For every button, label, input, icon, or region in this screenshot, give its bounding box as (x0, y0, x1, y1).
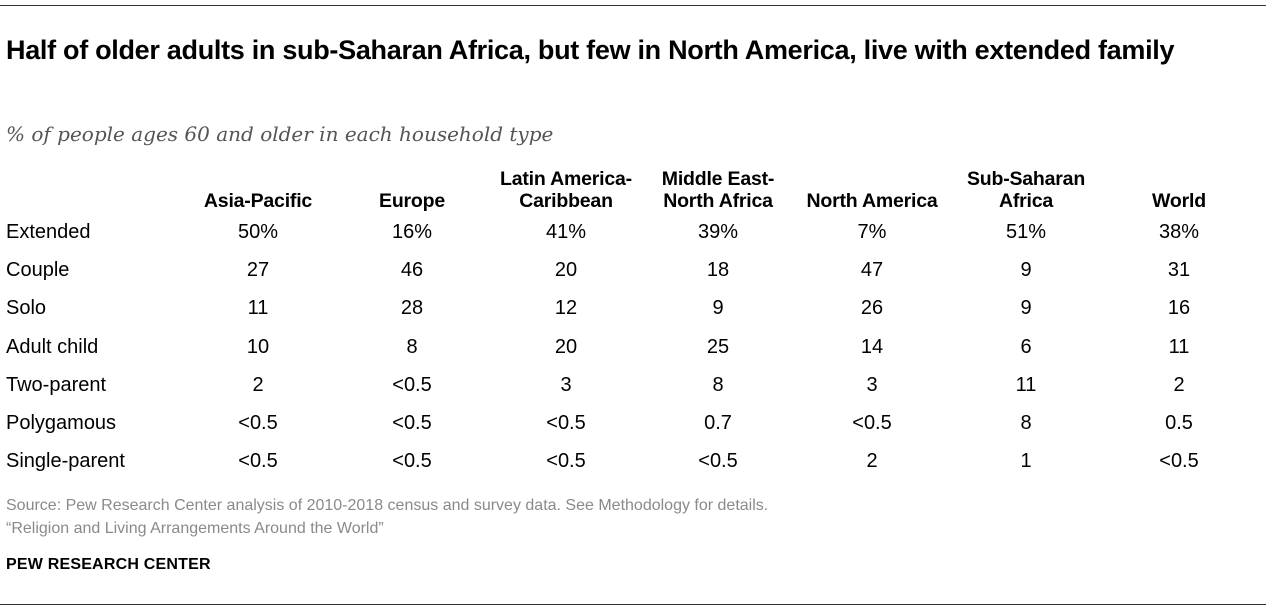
bottom-rule (0, 604, 1266, 605)
table-cell: 2 (252, 373, 264, 396)
table-cell: 39% (697, 221, 739, 243)
source-line-1: Source: Pew Research Center analysis of … (6, 497, 769, 514)
column-header-line: Africa (998, 190, 1054, 212)
column-header-line: Latin America- (500, 168, 632, 190)
table-cell: 11 (1015, 373, 1037, 396)
source-line-2: “Religion and Living Arrangements Around… (6, 520, 384, 537)
source-note: Source: Pew Research Center analysis of … (6, 494, 768, 540)
column-header: Latin America- Caribbean (500, 168, 632, 212)
table-cell: <0.5 (546, 450, 586, 473)
table-cell: 16% (391, 221, 433, 243)
table-row: Two-parent 2 <0.5 3 8 3 11 2 (0, 366, 1266, 404)
column-header-line: Sub-Saharan (966, 168, 1086, 190)
table-cell: <0.5 (392, 412, 432, 434)
table-cell: 0.5 (1165, 412, 1193, 434)
table-cell: 9 (1020, 297, 1032, 320)
table-cell: 16 (1167, 297, 1191, 320)
table-cell: 2 (866, 450, 878, 473)
table-cell: <0.5 (392, 373, 432, 396)
column-header-line: Middle East- (661, 168, 775, 190)
table-cell: 1 (1020, 450, 1032, 473)
table-cell: 51% (1005, 221, 1047, 243)
table-cell: <0.5 (852, 412, 892, 434)
table-cell: <0.5 (392, 450, 432, 473)
table-cell: <0.5 (238, 450, 278, 473)
table-row: Couple 27 46 20 18 47 9 31 (0, 251, 1266, 289)
table-cell: 27 (246, 259, 270, 282)
table-cell: 31 (1167, 259, 1191, 282)
row-label: Extended (6, 221, 91, 243)
column-header-line: Caribbean (519, 190, 613, 212)
table-cell: 9 (1020, 259, 1032, 282)
row-label: Two-parent (6, 373, 107, 396)
table-row: Single-parent <0.5 <0.5 <0.5 <0.5 2 1 <0.5 (0, 442, 1266, 480)
table-cell: 38% (1158, 221, 1200, 243)
table-cell: 3 (560, 373, 572, 396)
table-cell: 0.7 (704, 412, 732, 434)
table-cell: 12 (554, 297, 578, 320)
table-cell: 25 (706, 335, 730, 358)
table-cell: 3 (866, 373, 878, 396)
table-cell: <0.5 (238, 412, 278, 434)
column-header-line: Asia-Pacific (203, 190, 313, 212)
table-cell: 50% (237, 221, 279, 243)
table-cell: 9 (712, 297, 724, 320)
table-cell: 46 (400, 259, 424, 282)
table-cell: 8 (1020, 412, 1032, 434)
table-cell: 18 (706, 259, 730, 282)
column-header: World (1152, 168, 1206, 212)
column-header-line: Europe (379, 190, 445, 212)
column-header-line: North Africa (663, 190, 773, 212)
chart-title: Half of older adults in sub-Saharan Afri… (6, 35, 1175, 65)
brand-label: PEW RESEARCH CENTER (6, 556, 211, 573)
table-cell: 6 (1020, 335, 1032, 358)
column-header: North America (806, 168, 937, 212)
table-cell: <0.5 (698, 450, 738, 473)
table-row: Polygamous <0.5 <0.5 <0.5 0.7 <0.5 8 0.5 (0, 404, 1266, 442)
row-label: Single-parent (6, 450, 125, 473)
table-row: Adult child 10 8 20 25 14 6 11 (0, 328, 1266, 366)
table-cell: 11 (247, 297, 269, 320)
column-header-line: World (1152, 190, 1206, 212)
table-cell: 11 (1168, 335, 1190, 358)
table-cell: 8 (712, 373, 724, 396)
column-header: Sub-Saharan Africa (967, 168, 1085, 212)
table-cell: 28 (400, 297, 424, 320)
table-cell: <0.5 (546, 412, 586, 434)
column-header: Asia-Pacific (204, 168, 312, 212)
column-header: Middle East- North Africa (661, 168, 775, 212)
table-row: Extended 50% 16% 41% 39% 7% 51% 38% (0, 213, 1266, 251)
table-cell: 26 (860, 297, 884, 320)
table-cell: <0.5 (1159, 450, 1199, 473)
table-row: Solo 11 28 12 9 26 9 16 (0, 289, 1266, 327)
row-label: Polygamous (6, 412, 117, 434)
column-header-line: North America (806, 190, 938, 212)
table-cell: 20 (554, 335, 578, 358)
table-cell: 20 (554, 259, 578, 282)
chart-subtitle: % of people ages 60 and older in each ho… (6, 122, 554, 146)
table-cell: 2 (1173, 373, 1185, 396)
table-cell: 47 (860, 259, 884, 282)
table-cell: 7% (857, 221, 887, 243)
table-cell: 8 (406, 335, 418, 358)
top-rule (0, 5, 1266, 6)
row-label: Couple (6, 259, 70, 282)
table-cell: 10 (246, 335, 270, 358)
row-label: Adult child (6, 335, 99, 358)
column-header: Europe (379, 168, 445, 212)
row-label: Solo (6, 297, 47, 320)
table-cell: 41% (545, 221, 587, 243)
table-cell: 14 (860, 335, 884, 358)
